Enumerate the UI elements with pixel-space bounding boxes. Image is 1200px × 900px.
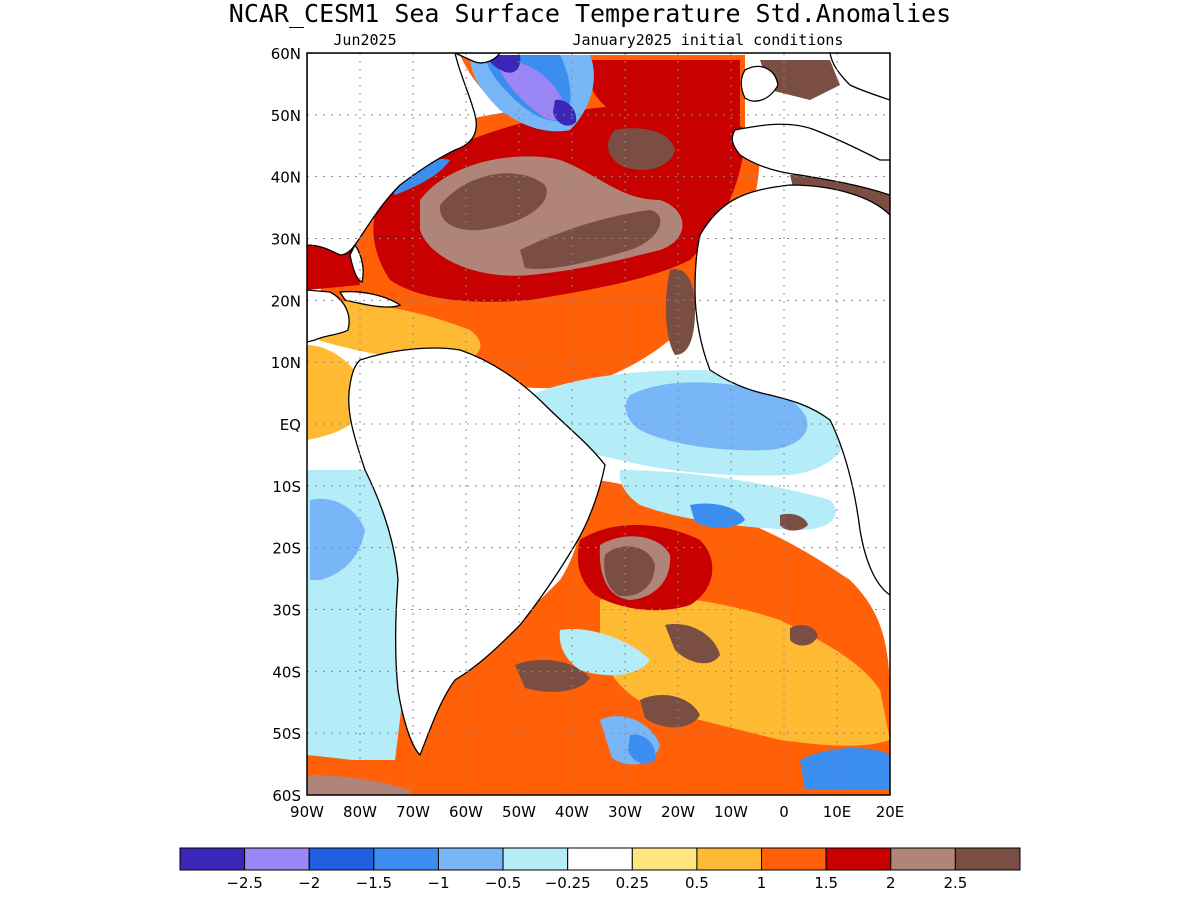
lat-tick-label: 30N xyxy=(271,231,301,249)
longitude-tick-labels: 90W 80W 70W 60W 50W 40W 30W 20W 10W 0 10E 20E xyxy=(290,803,904,821)
colorbar-label: −2.5 xyxy=(226,874,262,892)
map-frame xyxy=(306,52,891,796)
colorbar-label: −2 xyxy=(298,874,320,892)
colorbar-swatch xyxy=(631,847,698,871)
colorbar-swatch xyxy=(890,847,956,871)
lon-tick-label: 70W xyxy=(396,803,430,821)
sst-anomaly-field xyxy=(307,55,890,795)
colorbar-swatch xyxy=(308,847,375,871)
lon-tick-label: 20W xyxy=(661,803,695,821)
colorbar-label: −1.5 xyxy=(356,874,392,892)
map-panel: 60N 50N 40N 30N 20N 10N EQ 10S 20S 30S 40S 50S 60S 9… xyxy=(271,45,905,821)
extreme-warm-core-north xyxy=(608,128,675,170)
cuba-island xyxy=(338,290,402,308)
lat-tick-label: 60S xyxy=(272,787,301,805)
strong-cold-region-drake xyxy=(628,734,656,764)
lat-tick-label: 50N xyxy=(271,107,301,125)
scandinavia-landmass xyxy=(829,53,890,101)
strong-cold-region-labrador xyxy=(495,59,565,121)
extreme-warm-argentina xyxy=(515,659,590,692)
lon-tick-label: 90W xyxy=(290,803,324,821)
lat-tick-label: 50S xyxy=(272,725,301,743)
lat-tick-label: EQ xyxy=(280,416,301,434)
lat-tick-label: 20S xyxy=(272,540,301,558)
colorbar-label: 2.5 xyxy=(943,874,967,892)
africa-landmass xyxy=(694,184,890,596)
lat-tick-label: 10N xyxy=(271,354,301,372)
extreme-warm-europe-north xyxy=(760,60,840,100)
extreme-warm-core-south-atlantic xyxy=(604,546,655,597)
colorbar-label: 0.5 xyxy=(685,874,709,892)
initial-conditions-label: January2025 initial conditions xyxy=(573,31,844,49)
colorbar-swatch xyxy=(373,847,439,871)
extreme-warm-core-east xyxy=(520,210,661,269)
lon-tick-label: 20E xyxy=(876,803,905,821)
map-gridlines xyxy=(307,53,890,795)
lat-tick-label: 20N xyxy=(271,292,301,310)
extreme-warm-south-central xyxy=(665,624,720,664)
colorbar-label: 2 xyxy=(886,874,896,892)
lon-tick-label: 10E xyxy=(823,803,852,821)
colorbar-swatch xyxy=(179,847,246,871)
lat-tick-label: 30S xyxy=(272,602,301,620)
colorbar-label: −0.5 xyxy=(485,874,521,892)
extreme-cold-region-labrador-north xyxy=(488,55,521,73)
florida-peninsula xyxy=(349,243,364,283)
lat-tick-label: 40N xyxy=(271,169,301,187)
colorbar-label: 0.25 xyxy=(616,874,649,892)
latitude-tick-labels: 60N 50N 40N 30N 20N 10N EQ 10S 20S 30S 40S 50S 60S xyxy=(271,45,301,805)
extreme-warm-core-west xyxy=(439,173,547,231)
colorbar-label: −1 xyxy=(427,874,449,892)
cold-region-gulf-of-guinea-core xyxy=(625,382,808,451)
lat-tick-label: 60N xyxy=(271,45,301,63)
strong-warm-region-north-atlantic-top xyxy=(588,60,740,127)
extreme-cold-region-labrador xyxy=(553,99,577,126)
moderate-cold-region-south-pacific xyxy=(310,498,365,580)
lon-tick-label: 60W xyxy=(449,803,483,821)
lon-tick-label: 30W xyxy=(608,803,642,821)
extreme-warm-benguela xyxy=(790,624,818,646)
anomaly-colorbar: −2.5 −2 −1.5 −1 −0.5 −0.25 0.25 0.5 1 1.5 2 2.5 xyxy=(179,847,1021,892)
colorbar-label: 1 xyxy=(757,874,767,892)
extreme-warm-south-east xyxy=(640,695,700,728)
british-isles xyxy=(740,65,779,102)
colorbar-swatch xyxy=(825,847,892,871)
north-america-landmass xyxy=(307,53,477,256)
colorbar-swatch xyxy=(761,847,827,871)
lon-tick-label: 50W xyxy=(502,803,536,821)
lon-tick-label: 80W xyxy=(343,803,377,821)
colorbar-swatch xyxy=(954,847,1021,871)
colorbar-swatch xyxy=(244,847,310,871)
colorbar-label: 1.5 xyxy=(814,874,838,892)
extreme-warm-angola xyxy=(780,513,808,531)
colorbar-swatch xyxy=(437,847,504,871)
lon-tick-label: 10W xyxy=(714,803,748,821)
cold-region-south-atlantic-west xyxy=(559,629,650,676)
lon-tick-label: 40W xyxy=(555,803,589,821)
figure-title: NCAR_CESM1 Sea Surface Temperature Std.A… xyxy=(229,0,951,28)
colorbar-swatch xyxy=(696,847,763,871)
lon-tick-label: 0 xyxy=(779,803,789,821)
extreme-warm-african-coast xyxy=(665,269,695,355)
colorbar-swatch xyxy=(502,847,569,871)
central-america-landmass xyxy=(307,289,350,343)
lat-tick-label: 10S xyxy=(272,478,301,496)
lat-tick-label: 40S xyxy=(272,663,301,681)
forecast-month-label: Jun2025 xyxy=(333,31,396,49)
colorbar-swatch xyxy=(567,847,633,871)
cold-region-southern-ocean-east xyxy=(800,748,890,790)
extreme-warm-southern-ocean xyxy=(307,775,410,795)
colorbar-label: −0.25 xyxy=(545,874,591,892)
europe-landmass xyxy=(731,123,890,196)
